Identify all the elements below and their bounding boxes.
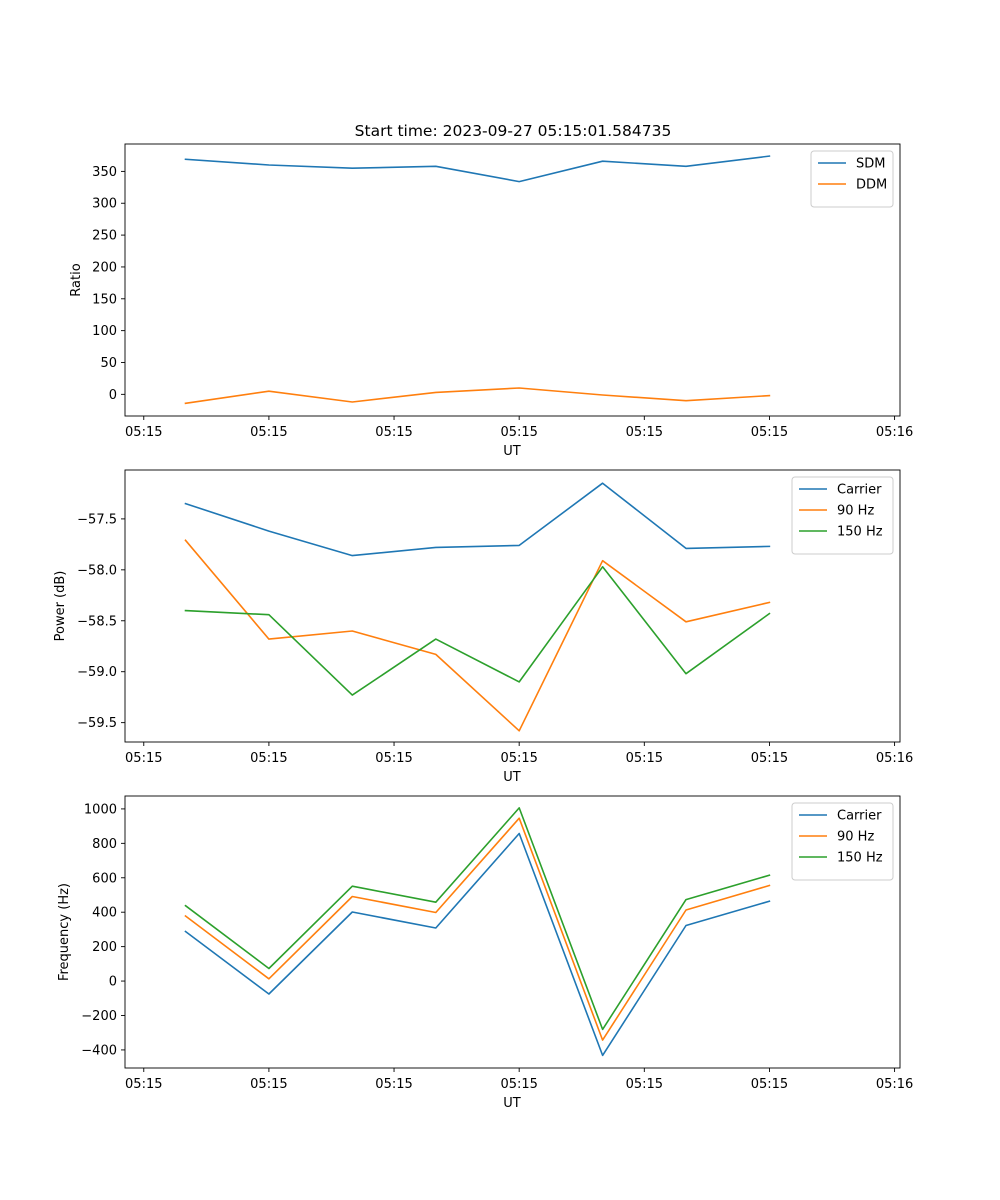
- y-axis-label: Frequency (Hz): [57, 883, 72, 981]
- x-tick-label: 05:15: [125, 751, 162, 766]
- chart-title: Start time: 2023-09-27 05:15:01.584735: [355, 122, 672, 140]
- legend-box: [791, 802, 894, 881]
- y-tick-label: 50: [100, 356, 117, 371]
- y-tick-label: 1000: [84, 802, 117, 817]
- legend-label: Carrier: [837, 809, 882, 824]
- y-axis-label: Ratio: [69, 263, 84, 296]
- axes-frame: [124, 143, 901, 417]
- axes-frame: [124, 795, 901, 1069]
- x-axis-label: UT: [503, 1096, 521, 1111]
- x-tick-label: 05:15: [751, 1077, 788, 1092]
- y-tick-label: 400: [92, 906, 117, 921]
- x-tick-label: 05:16: [876, 425, 913, 440]
- series-line-ddm: [184, 387, 771, 405]
- chart-panel-3: 05:15 05:15 05:15 05:15 05:15 05:15 05:16 −400 −…: [57, 795, 913, 1111]
- series-line-carrier: [184, 482, 771, 557]
- y-tick-label: 250: [92, 229, 117, 244]
- legend-label: 150 Hz: [837, 525, 883, 540]
- series-line-150-hz: [184, 565, 771, 696]
- y-tick-label: −58.0: [77, 563, 117, 578]
- y-tick-label: 300: [92, 197, 117, 212]
- y-tick-label: 0: [109, 975, 117, 990]
- x-tick-label: 05:15: [500, 751, 537, 766]
- series-line-sdm: [184, 155, 771, 183]
- legend-box: [791, 476, 894, 555]
- axes-frame: [124, 469, 901, 743]
- y-tick-label: 200: [92, 940, 117, 955]
- y-tick-label: 350: [92, 165, 117, 180]
- x-tick-label: 05:15: [751, 425, 788, 440]
- legend-label: Carrier: [837, 483, 882, 498]
- y-tick-label: −59.0: [77, 665, 117, 680]
- x-tick-label: 05:15: [500, 1077, 537, 1092]
- x-tick-label: 05:15: [375, 751, 412, 766]
- x-tick-label: 05:15: [125, 425, 162, 440]
- legend-label: SDM: [856, 157, 885, 172]
- x-tick-label: 05:15: [125, 1077, 162, 1092]
- series-line-90-hz: [184, 539, 771, 732]
- y-tick-label: −200: [81, 1009, 117, 1024]
- legend-label: 150 Hz: [837, 851, 883, 866]
- x-axis-label: UT: [503, 770, 521, 785]
- x-tick-label: 05:15: [250, 751, 287, 766]
- y-tick-label: −400: [81, 1043, 117, 1058]
- chart-panel-1: 05:15 05:15 05:15 05:15 05:15 05:15 05:16 0 50 10…: [69, 143, 913, 459]
- series-line-carrier: [184, 832, 771, 1057]
- x-tick-label: 05:15: [250, 1077, 287, 1092]
- legend-label: 90 Hz: [837, 830, 874, 845]
- x-tick-label: 05:15: [500, 425, 537, 440]
- legend-label: 90 Hz: [837, 504, 874, 519]
- y-tick-label: −58.5: [77, 614, 117, 629]
- y-tick-label: 0: [109, 388, 117, 403]
- legend-label: DDM: [856, 178, 887, 193]
- chart-panel-2: 05:15 05:15 05:15 05:15 05:15 05:15 05:16 −59.5…: [53, 469, 913, 785]
- x-tick-label: 05:16: [876, 1077, 913, 1092]
- y-tick-label: 200: [92, 260, 117, 275]
- legend-box: [810, 150, 894, 208]
- y-tick-label: 100: [92, 324, 117, 339]
- x-axis-label: UT: [503, 444, 521, 459]
- x-tick-label: 05:15: [375, 1077, 412, 1092]
- x-tick-label: 05:15: [626, 1077, 663, 1092]
- y-axis-label: Power (dB): [53, 571, 68, 642]
- y-tick-label: 800: [92, 837, 117, 852]
- x-tick-label: 05:15: [626, 425, 663, 440]
- x-tick-label: 05:15: [751, 751, 788, 766]
- y-tick-label: 600: [92, 871, 117, 886]
- series-line-90-hz: [184, 817, 771, 1041]
- x-tick-label: 05:15: [250, 425, 287, 440]
- x-tick-label: 05:15: [375, 425, 412, 440]
- y-tick-label: −57.5: [77, 512, 117, 527]
- series-line-150-hz: [184, 807, 771, 1031]
- y-tick-label: 150: [92, 292, 117, 307]
- y-tick-label: −59.5: [77, 716, 117, 731]
- x-tick-label: 05:15: [626, 751, 663, 766]
- x-tick-label: 05:16: [876, 751, 913, 766]
